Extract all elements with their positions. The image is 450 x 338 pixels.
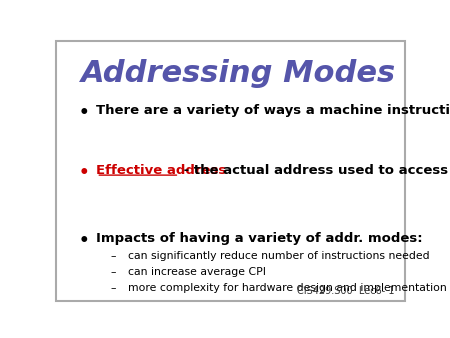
Text: CIS429.S00  Lec6- 1: CIS429.S00 Lec6- 1 [297,286,395,296]
Text: can significantly reduce number of instructions needed: can significantly reduce number of instr… [128,251,429,261]
Text: - the actual address used to access memory.  May not be the address that appears: - the actual address used to access memo… [180,164,450,177]
Text: more complexity for hardware design and implementation: more complexity for hardware design and … [128,283,446,293]
Text: Impacts of having a variety of addr. modes:: Impacts of having a variety of addr. mod… [96,232,423,245]
Text: –: – [110,283,116,293]
Text: –: – [110,267,116,277]
Text: •: • [79,164,90,182]
Text: can increase average CPI: can increase average CPI [128,267,266,277]
Text: Addressing Modes: Addressing Modes [81,59,396,88]
Text: There are a variety of ways a machine instruction can specify an address in memo: There are a variety of ways a machine in… [96,104,450,117]
Text: •: • [79,232,90,250]
Text: •: • [79,104,90,122]
Text: –: – [110,251,116,261]
Text: Effective address: Effective address [96,164,227,177]
